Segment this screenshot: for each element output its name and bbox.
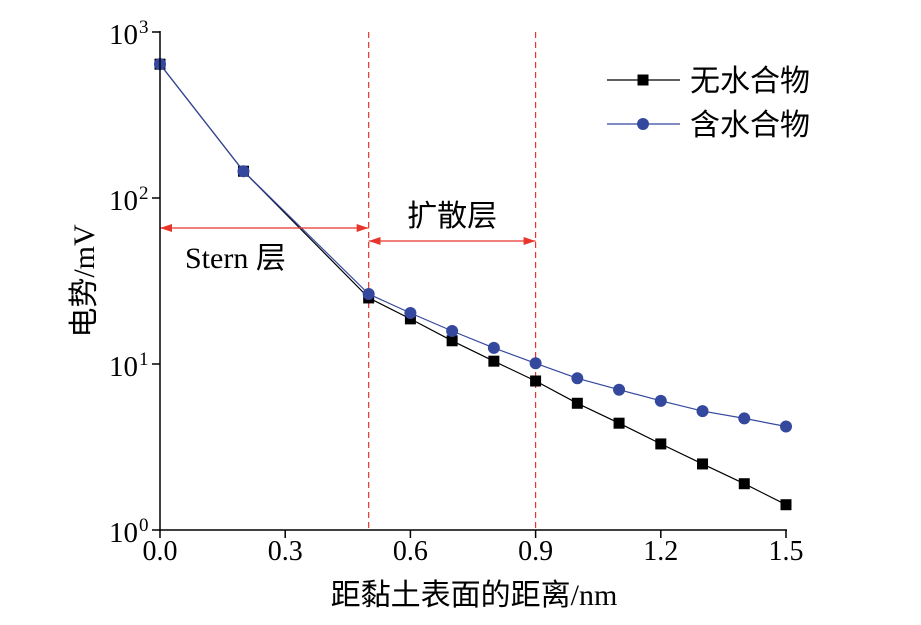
series-1-point	[488, 355, 500, 367]
series-1-point	[446, 335, 458, 347]
series-1-point	[571, 397, 583, 409]
y-tick-label-exponent: 1	[139, 349, 149, 370]
axes	[159, 31, 787, 531]
series-1-point	[613, 417, 625, 429]
legend-square-marker	[637, 74, 649, 86]
series-1-point	[780, 499, 792, 511]
x-tick-label: 0.6	[393, 536, 428, 567]
series-2-point	[613, 383, 626, 396]
series-1-point	[697, 458, 709, 470]
y-tick-label-exponent: 2	[139, 183, 149, 204]
y-tick-label-base: 10	[109, 351, 138, 383]
series-2	[154, 58, 792, 433]
series-1-point	[655, 438, 667, 450]
y-tick-label-exponent: 3	[139, 17, 149, 38]
series-2-point	[362, 288, 375, 301]
legend-label: 无水合物	[690, 65, 810, 98]
legend-entry-no-hydrate: 无水合物	[607, 65, 810, 98]
legend-circle-marker	[637, 118, 649, 130]
series-2-point	[780, 420, 792, 433]
x-tick-label: 0.3	[268, 536, 303, 567]
series-2-point	[487, 341, 500, 354]
x-axis-label: 距黏土表面的距离/nm	[331, 579, 618, 612]
series-2-point	[654, 394, 667, 407]
plot-series	[154, 58, 792, 511]
region-annotations: Stern 层 扩散层	[160, 200, 536, 275]
series-2-point	[237, 165, 250, 178]
series-1-point	[738, 478, 750, 490]
x-tick-label: 1.5	[769, 536, 804, 567]
series-2-point	[529, 357, 542, 370]
legend-label: 含水合物	[690, 109, 810, 142]
series-2-point	[696, 405, 709, 418]
y-tick-label-exponent: 0	[139, 515, 149, 536]
region-label: Stern 层	[185, 242, 286, 275]
series-2-point	[571, 372, 584, 385]
y-tick-label-base: 10	[109, 185, 138, 217]
y-tick-label-base: 10	[109, 517, 138, 549]
x-tick-label: 1.2	[643, 536, 678, 567]
y-tick-label-base: 10	[109, 19, 138, 51]
legend: 无水合物 含水合物	[607, 65, 810, 142]
series-1-point	[530, 375, 542, 387]
y-axis-label: 电势/mV	[68, 224, 101, 338]
x-tick-label: 0.0	[143, 536, 178, 567]
x-axis-ticks: 0.0 0.3 0.6 0.9 1.2 1.5	[143, 530, 804, 567]
series-2-point	[404, 306, 417, 319]
series-2-point	[738, 412, 751, 425]
x-tick-label: 0.9	[518, 536, 553, 567]
legend-entry-with-hydrate: 含水合物	[607, 109, 810, 142]
series-2-point	[446, 325, 459, 338]
region-label: 扩散层	[407, 200, 497, 233]
region-boundary-lines	[368, 32, 537, 530]
